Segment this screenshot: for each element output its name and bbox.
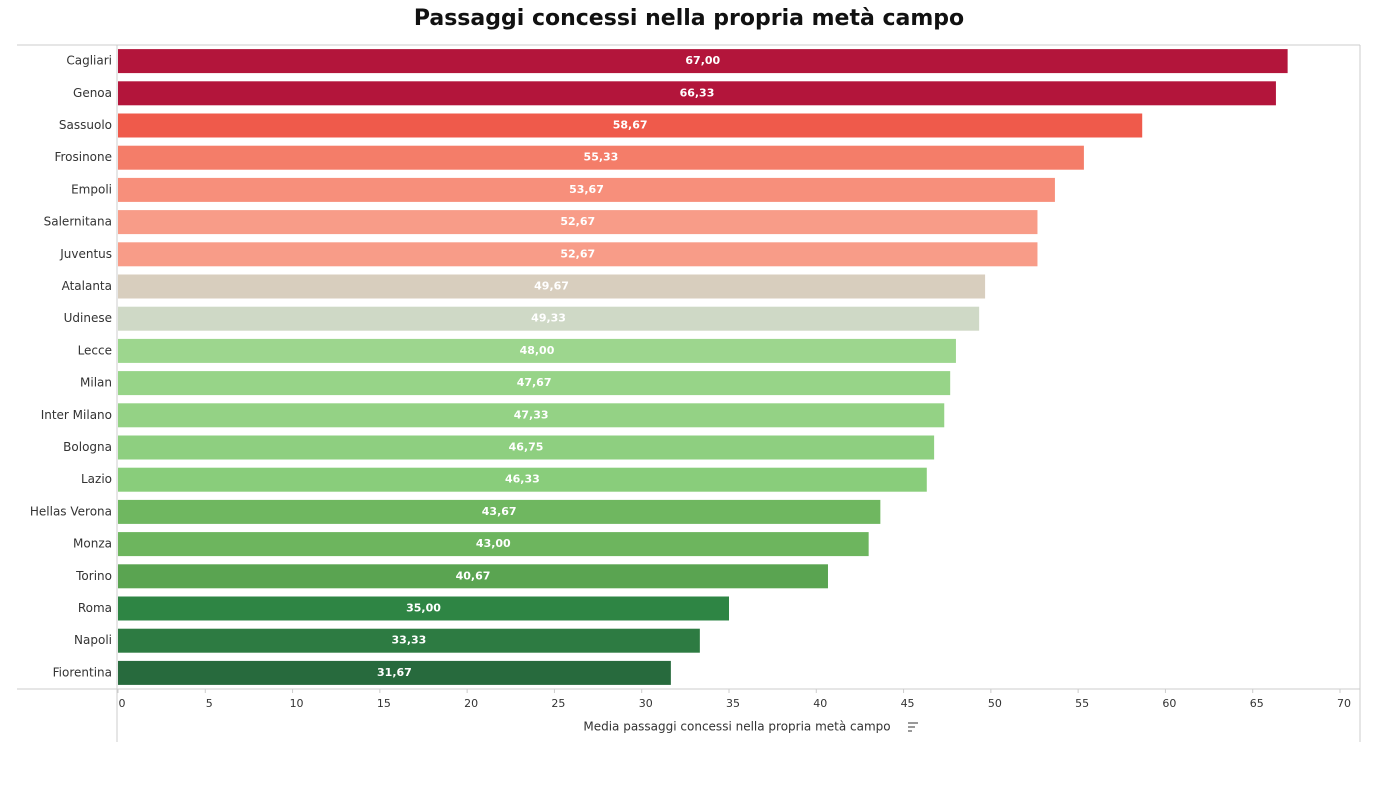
x-tick-label: 30 — [639, 697, 653, 710]
value-label: 47,67 — [517, 376, 552, 389]
chart-title: Passaggi concessi nella propria metà cam… — [414, 6, 964, 31]
sort-icon[interactable] — [908, 722, 918, 732]
y-tick-label: Roma — [78, 601, 112, 615]
bar — [118, 81, 1276, 106]
x-tick-label: 60 — [1162, 697, 1176, 710]
bar — [118, 274, 986, 299]
y-tick-label: Cagliari — [66, 54, 112, 68]
bar — [118, 403, 945, 428]
x-tick-label: 15 — [377, 697, 391, 710]
y-tick-label: Frosinone — [54, 150, 112, 164]
bar — [118, 435, 935, 460]
bar — [118, 499, 881, 524]
value-label: 66,33 — [680, 86, 715, 99]
bar — [118, 49, 1288, 74]
value-label: 40,67 — [456, 569, 491, 582]
bar — [118, 532, 869, 557]
value-label: 55,33 — [584, 151, 619, 164]
y-tick-label: Lazio — [81, 472, 112, 486]
value-label: 52,67 — [560, 215, 595, 228]
value-label: 33,33 — [392, 634, 427, 647]
bar — [118, 628, 700, 653]
y-tick-label: Milan — [80, 376, 112, 390]
y-tick-label: Salernitana — [44, 215, 112, 229]
x-tick-label: 70 — [1337, 697, 1351, 710]
x-tick-label: 20 — [464, 697, 478, 710]
bar — [118, 113, 1143, 138]
value-label: 52,67 — [560, 247, 595, 260]
x-axis-title: Media passaggi concessi nella propria me… — [583, 720, 890, 734]
y-tick-label: Juventus — [59, 247, 112, 261]
y-tick-label: Napoli — [74, 633, 112, 647]
bar — [118, 145, 1084, 170]
bar — [118, 596, 729, 621]
bar — [118, 242, 1038, 267]
x-tick-label: 5 — [206, 697, 213, 710]
y-tick-label: Lecce — [78, 343, 112, 357]
value-label: 49,33 — [531, 312, 566, 325]
bar — [118, 467, 927, 492]
y-tick-label: Torino — [75, 569, 112, 583]
bar — [118, 660, 671, 685]
y-tick-label: Empoli — [71, 182, 112, 196]
value-label: 35,00 — [406, 602, 441, 615]
bar — [118, 338, 956, 363]
x-tick-label: 10 — [290, 697, 304, 710]
x-tick-label: 40 — [813, 697, 827, 710]
value-label: 47,33 — [514, 408, 549, 421]
y-tick-label: Atalanta — [62, 279, 112, 293]
y-tick-label: Bologna — [63, 440, 112, 454]
x-tick-label: 45 — [901, 697, 915, 710]
value-label: 58,67 — [613, 119, 648, 132]
bar — [118, 306, 980, 331]
value-label: 31,67 — [377, 666, 412, 679]
x-tick-label: 65 — [1250, 697, 1264, 710]
value-label: 48,00 — [520, 344, 555, 357]
y-tick-label: Udinese — [64, 311, 112, 325]
value-label: 46,75 — [509, 441, 544, 454]
x-tick-label: 25 — [551, 697, 565, 710]
y-tick-label: Monza — [73, 537, 112, 551]
bar — [118, 210, 1038, 235]
value-label: 43,67 — [482, 505, 517, 518]
bar — [118, 371, 951, 396]
x-tick-label: 0 — [119, 697, 126, 710]
bar — [118, 564, 828, 589]
y-tick-label: Genoa — [73, 86, 112, 100]
value-label: 46,33 — [505, 473, 540, 486]
y-tick-label: Hellas Verona — [30, 504, 112, 518]
y-tick-label: Fiorentina — [53, 665, 112, 679]
value-label: 67,00 — [685, 54, 720, 67]
y-tick-label: Inter Milano — [41, 408, 112, 422]
x-tick-label: 35 — [726, 697, 740, 710]
value-label: 53,67 — [569, 183, 604, 196]
x-tick-label: 55 — [1075, 697, 1089, 710]
value-label: 49,67 — [534, 280, 569, 293]
value-label: 43,00 — [476, 537, 511, 550]
x-tick-label: 50 — [988, 697, 1002, 710]
y-tick-label: Sassuolo — [59, 118, 112, 132]
bar — [118, 177, 1055, 202]
